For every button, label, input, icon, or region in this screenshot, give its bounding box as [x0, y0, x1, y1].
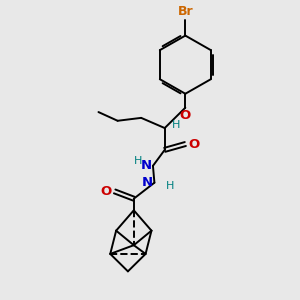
Text: H: H: [166, 181, 175, 190]
Text: N: N: [140, 159, 152, 172]
Text: O: O: [100, 185, 112, 198]
Text: O: O: [180, 109, 191, 122]
Text: O: O: [188, 137, 200, 151]
Text: N: N: [142, 176, 153, 189]
Text: Br: Br: [178, 5, 193, 18]
Text: H: H: [134, 156, 142, 166]
Text: H: H: [172, 120, 181, 130]
